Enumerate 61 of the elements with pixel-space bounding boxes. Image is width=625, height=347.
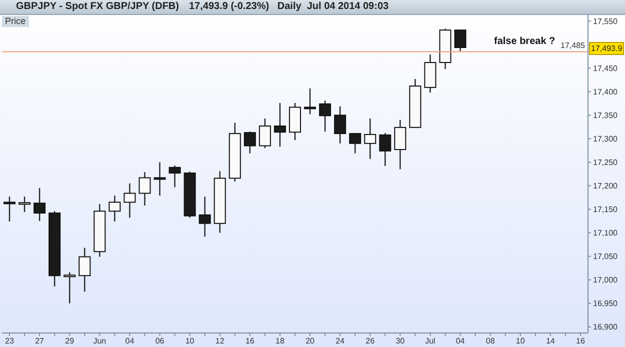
candlestick <box>18 196 31 213</box>
x-tick-label: 30 <box>396 336 406 346</box>
candlestick <box>108 195 121 222</box>
ref-line-label: 17,485 <box>560 40 585 50</box>
candlestick <box>154 162 166 196</box>
candlestick <box>349 132 362 154</box>
y-tick-label: 16,950 <box>593 299 618 308</box>
candlestick <box>454 28 466 52</box>
x-tick-label: 24 <box>336 336 346 346</box>
y-tick-label: 16,900 <box>593 322 618 332</box>
candlestick <box>138 172 151 206</box>
candlestick <box>4 196 16 222</box>
candlestick <box>379 132 392 167</box>
y-tick-label: 17,050 <box>593 252 618 262</box>
y-tick-label: 17,150 <box>593 205 618 214</box>
chart-title: GBPJPY - Spot FX GBP/JPY (DFB) <box>16 1 179 12</box>
annotation: 17,493.9 <box>589 42 624 54</box>
x-tick-label: 12 <box>215 336 225 346</box>
x-tick-label: Jun <box>93 336 106 346</box>
y-tick-label: 17,000 <box>593 276 618 285</box>
candlestick <box>198 196 211 238</box>
x-tick-label: 20 <box>306 336 316 346</box>
x-tick-label: 27 <box>35 336 45 346</box>
candlestick <box>244 131 256 154</box>
candlestick <box>394 119 406 170</box>
y-tick-label: 17,350 <box>593 111 618 120</box>
candlestick <box>34 188 46 222</box>
y-tick-label: 17,100 <box>593 228 618 238</box>
x-tick-label: 29 <box>65 336 75 346</box>
x-tick-label: 14 <box>546 336 556 346</box>
x-tick-label: 06 <box>155 336 165 346</box>
x-tick-label: 10 <box>516 336 526 346</box>
candlestick <box>78 247 91 292</box>
candlestick <box>258 118 271 149</box>
y-tick-label: 17,450 <box>593 64 618 73</box>
x-tick-label: 10 <box>185 336 195 346</box>
y-tick-label: 17,550 <box>593 16 618 26</box>
candlestick <box>334 106 346 144</box>
candlestick <box>364 118 376 160</box>
x-tick-label: 16 <box>245 336 255 346</box>
candlestick <box>124 182 136 218</box>
candlestick <box>64 272 76 304</box>
x-tick-label: 16 <box>576 336 586 346</box>
y-axis-title: Price <box>2 16 29 27</box>
y-tick-label: 17,300 <box>593 134 618 144</box>
candlestick <box>319 100 332 132</box>
y-tick-label: 17,250 <box>593 158 618 168</box>
x-tick-label: 18 <box>276 336 285 346</box>
candlestick <box>168 164 181 188</box>
y-tick-label: 17,400 <box>593 88 618 97</box>
x-tick-label: 26 <box>366 336 376 346</box>
candlestick <box>274 102 286 148</box>
x-tick-label: 08 <box>486 336 496 346</box>
candlestick <box>304 88 316 115</box>
x-tick-label: Jul <box>425 336 436 346</box>
annotation: false break ? <box>494 36 556 47</box>
chart-subtitle: 17,493.9 (-0.23%) Daily Jul 04 2014 09:03 <box>189 1 389 12</box>
x-tick-label: 04 <box>456 336 466 346</box>
x-tick-label: 23 <box>5 336 15 346</box>
x-tick-label: 04 <box>125 336 135 346</box>
y-tick-label: 17,200 <box>593 182 618 191</box>
